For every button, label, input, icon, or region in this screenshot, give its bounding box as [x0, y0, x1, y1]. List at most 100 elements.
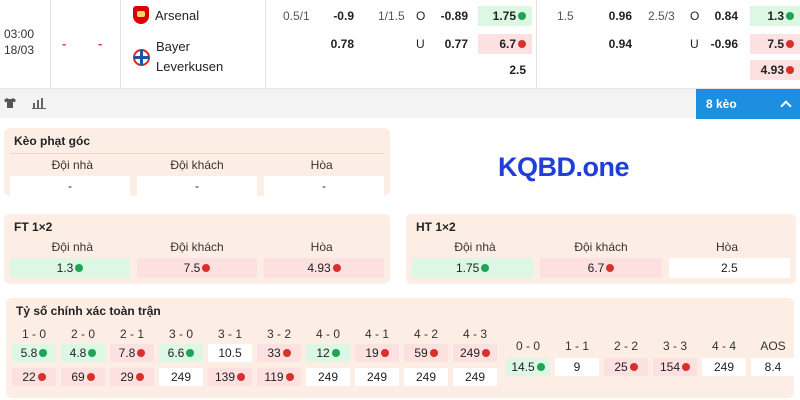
corner-values: - - - — [10, 176, 384, 196]
match-row[interactable]: 03:00 18/03 - - Arsenal Bayer Leverkusen… — [0, 0, 800, 88]
down-arrow-icon — [682, 363, 691, 371]
ht-home-value: 1.75 — [455, 261, 480, 275]
ft-away-odds[interactable]: 7.5 — [137, 258, 257, 278]
x12-home-odds[interactable]: 1.75 — [478, 6, 532, 26]
score-odds-draw[interactable]: 14.5 — [506, 358, 550, 376]
score-cell: 4 - 4 249 — [700, 338, 748, 376]
corner-head-home: Đội nhà — [51, 158, 94, 172]
score-cell: 4 - 2 59 249 — [402, 326, 450, 386]
x12-away-odds[interactable]: 6.7 — [478, 34, 532, 54]
corner-away-odds[interactable]: - — [137, 176, 257, 196]
score-label: 3 - 3 — [662, 339, 687, 353]
score-odds-away[interactable]: 249 — [306, 368, 350, 386]
score-odds-away[interactable]: 69 — [61, 368, 105, 386]
ht-home-odds[interactable]: 1.75 — [412, 258, 534, 278]
ft-column-heads: Đội nhà Đội khách Hòa — [10, 240, 384, 254]
score-odds-draw[interactable]: 9 — [555, 358, 599, 376]
score-odds-away[interactable]: 139 — [208, 368, 252, 386]
kqbd-logo: KQBD.one — [498, 152, 630, 183]
shirt-icon[interactable] — [4, 97, 16, 109]
score-cell: 2 - 0 4.8 69 — [59, 326, 107, 386]
score-odds-home[interactable]: 5.8 — [12, 344, 56, 362]
score-odds-home[interactable]: 249 — [453, 344, 497, 362]
score-cell: 3 - 2 33 119 — [255, 326, 303, 386]
score-odds-draw[interactable]: 8.4 — [751, 358, 795, 376]
h1-ou-over-odds[interactable]: 0.84 — [714, 9, 738, 23]
ft-draw-odds[interactable]: 4.93 — [264, 258, 384, 278]
score-odds-draw[interactable]: 25 — [604, 358, 648, 376]
ft-head-away: Đội khách — [170, 240, 224, 254]
logo-dot: . — [575, 152, 584, 182]
h1-ou-under-odds[interactable]: -0.96 — [710, 37, 738, 51]
ht-values: 1.75 6.7 2.5 — [412, 258, 790, 278]
score-odds-draw-value: 25 — [614, 360, 628, 374]
score-label: AOS — [760, 339, 786, 353]
down-arrow-icon — [629, 363, 638, 371]
kickoff-time: 03:00 — [4, 27, 35, 41]
hdp-home-odds[interactable]: -0.9 — [333, 9, 354, 23]
h1-x12-draw-odds[interactable]: 4.93 — [750, 60, 800, 80]
away-team[interactable]: Bayer Leverkusen — [133, 37, 223, 77]
match-toolbar: 8 kèo — [0, 88, 800, 119]
down-arrow-icon — [37, 373, 46, 381]
corner-home-odds[interactable]: - — [10, 176, 130, 196]
more-bets-button[interactable]: 8 kèo — [696, 89, 800, 119]
ou-over-odds[interactable]: -0.89 — [440, 9, 468, 23]
ht-away-odds[interactable]: 6.7 — [540, 258, 662, 278]
score-odds-away[interactable]: 29 — [110, 368, 154, 386]
score-odds-home[interactable]: 12 — [306, 344, 350, 362]
stats-chart-icon[interactable] — [32, 97, 46, 109]
down-arrow-icon — [202, 264, 211, 272]
arsenal-crest-icon — [133, 6, 149, 24]
score-odds-away[interactable]: 22 — [12, 368, 56, 386]
score-cell: 0 - 0 14.5 — [504, 338, 552, 376]
score-odds-home[interactable]: 6.6 — [159, 344, 203, 362]
down-arrow-icon — [786, 66, 794, 74]
h1-x12-away-odds[interactable]: 7.5 — [750, 34, 800, 54]
ft-home-value: 1.3 — [56, 261, 74, 275]
score-label: 1 - 1 — [564, 339, 589, 353]
home-team[interactable]: Arsenal — [133, 6, 199, 26]
score-odds-away[interactable]: 249 — [355, 368, 399, 386]
score-odds-home[interactable]: 10.5 — [208, 344, 252, 362]
score-label: 1 - 0 — [21, 327, 46, 341]
corner-panel-title: Kèo phạt góc — [14, 134, 91, 148]
ht-head-home: Đội nhà — [454, 240, 496, 254]
hdp-away-odds[interactable]: 0.78 — [330, 37, 354, 51]
corner-draw-odds[interactable]: - — [264, 176, 384, 196]
h1-hdp-away-odds[interactable]: 0.94 — [608, 37, 632, 51]
score-odds-home[interactable]: 59 — [404, 344, 448, 362]
score-odds-home-value: 10.5 — [218, 346, 242, 360]
divider — [265, 0, 266, 88]
ft-home-odds[interactable]: 1.3 — [10, 258, 130, 278]
score-odds-draw[interactable]: 154 — [653, 358, 697, 376]
h1-hdp-home-odds[interactable]: 0.96 — [608, 9, 632, 23]
score-odds-home-value: 19 — [365, 346, 379, 360]
ft-away-value: 7.5 — [183, 261, 201, 275]
h1-ou-over-label: O — [690, 9, 700, 23]
h1-ou-line: 2.5/3 — [648, 9, 675, 23]
away-team-name-line1: Bayer — [156, 39, 190, 54]
h1-x12-home-odds[interactable]: 1.3 — [750, 6, 800, 26]
score-odds-away[interactable]: 249 — [404, 368, 448, 386]
score-odds-away[interactable]: 249 — [453, 368, 497, 386]
home-team-name: Arsenal — [155, 8, 200, 23]
ou-line: 1/1.5 — [378, 9, 405, 23]
score-odds-away[interactable]: 119 — [257, 368, 301, 386]
ht-draw-odds[interactable]: 2.5 — [668, 258, 790, 278]
score-label: 4 - 3 — [462, 327, 487, 341]
score-odds-home[interactable]: 4.8 — [61, 344, 105, 362]
ou-over-label: O — [416, 9, 426, 23]
x12-draw-odds[interactable]: 2.5 — [509, 63, 526, 77]
home-score: - — [62, 36, 67, 51]
ou-under-odds[interactable]: 0.77 — [444, 37, 468, 51]
score-odds-home[interactable]: 19 — [355, 344, 399, 362]
score-odds-away-value: 249 — [415, 370, 437, 384]
score-odds-away[interactable]: 249 — [159, 368, 203, 386]
score-odds-home[interactable]: 7.8 — [110, 344, 154, 362]
score-odds-home[interactable]: 33 — [257, 344, 301, 362]
up-arrow-icon — [786, 12, 794, 20]
score-odds-away-value: 139 — [214, 370, 236, 384]
score-odds-draw[interactable]: 249 — [702, 358, 746, 376]
score-odds-home-value: 12 — [316, 346, 330, 360]
